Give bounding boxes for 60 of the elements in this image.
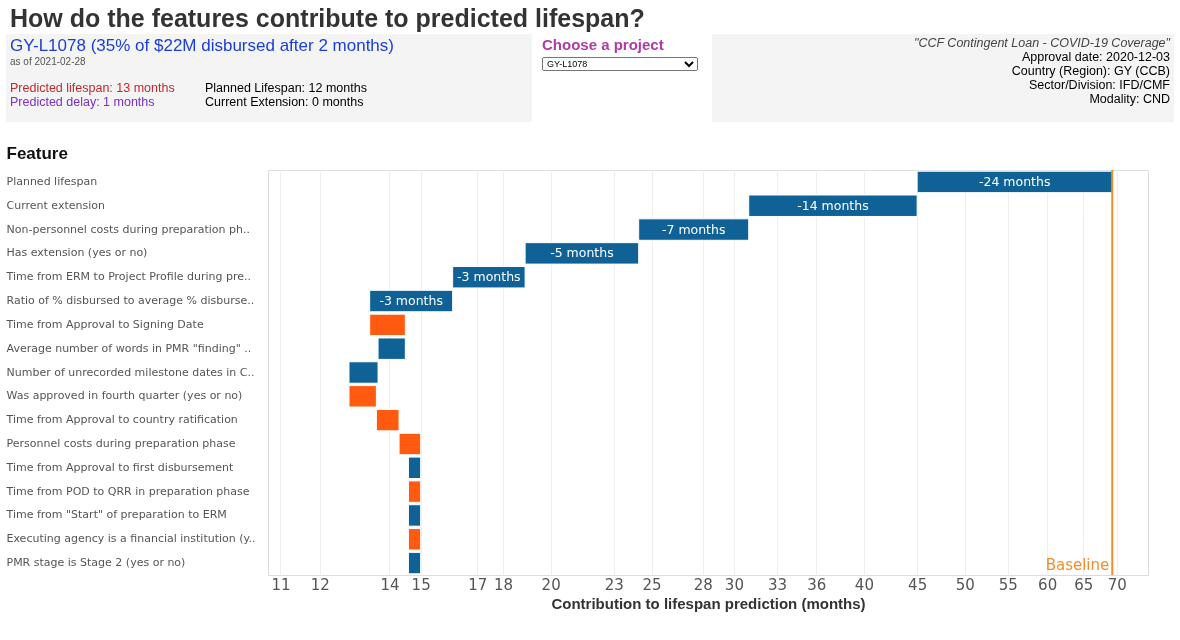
y-tick-label: Was approved in fourth quarter (yes or no) [6, 389, 243, 403]
y-tick-label: Has extension (yes or no) [6, 246, 148, 260]
text: "CCF Contingent Loan - COVID-19 Coverage" [913, 36, 1170, 50]
ref-line-label: Baseline [1045, 556, 1110, 574]
x-tick-label: 28 [693, 575, 713, 594]
y-tick-label: Planned lifespan [6, 174, 98, 188]
y-tick-label: Number of unrecorded milestone dates in C.. [6, 365, 255, 379]
text: Country (Region): GY (CCB) [1010, 64, 1170, 78]
data-label: -14 months [797, 197, 869, 213]
y-tick-label: Time from Approval to country ratification [5, 413, 238, 427]
data-label: -24 months [978, 173, 1051, 189]
x-tick-label: 23 [604, 575, 624, 594]
y-tick-label: PMR stage is Stage 2 (yes or no) [6, 556, 186, 570]
x-tick-label: 20 [541, 575, 561, 594]
x-tick-label: 18 [494, 575, 514, 594]
y-tick-label: Time from ERM to Project Profile during pre.. [5, 270, 251, 284]
x-tick-label: 60 [1038, 575, 1058, 594]
x-tick-label: 70 [1107, 575, 1127, 594]
y-tick-label: Ratio of % disbursed to average % disburse.. [6, 294, 255, 308]
text: Modality: CND [1088, 92, 1170, 106]
y-tick-label: Executing agency is a financial institution (y.. [6, 532, 256, 546]
data-label: -3 months [379, 293, 443, 309]
y-tick-label: Current extension [6, 198, 105, 212]
x-tick-label: 17 [468, 575, 488, 594]
y-tick-label: Average number of words in PMR "finding" .. [6, 341, 252, 355]
x-tick-label: 45 [908, 575, 928, 594]
x-tick-label: 65 [1074, 575, 1094, 594]
data-label: -7 months [661, 221, 726, 237]
y-tick-label: Time from POD to QRR in preparation phase [5, 484, 250, 498]
y-tick-label: Time from Approval to first disbursement [5, 460, 235, 474]
text: Current Extension: 0 months [205, 95, 365, 109]
x-tick-label: 36 [807, 575, 827, 594]
text: Sector/Division: IFD/CMF [1028, 78, 1170, 92]
text: GY-L1078 (35% of $22M disbursed after 2 months) [10, 36, 395, 56]
x-tick-label: 40 [854, 575, 874, 594]
y-tick-label: Time from "Start" of preparation to ERM [5, 508, 227, 522]
x-tick-label: 30 [724, 575, 744, 594]
chart-title: How do the features contribute to predicted lifespan? [9, 3, 646, 34]
x-tick-label: 55 [998, 575, 1018, 594]
data-label: -3 months [457, 269, 521, 285]
text: Predicted delay: 1 months [10, 95, 156, 109]
y-tick-label: Time from Approval to Signing Date [5, 317, 204, 331]
x-axis-title: Contribution to lifespan prediction (months) [551, 594, 866, 612]
text: Choose a project [542, 36, 665, 53]
text: Predicted lifespan: 13 months [10, 81, 176, 95]
x-tick-label: 33 [767, 575, 788, 594]
x-tick-label: 11 [271, 575, 291, 594]
y-tick-label: Personnel costs during preparation phase [6, 436, 236, 450]
x-tick-label: 14 [380, 575, 400, 594]
text: as of 2021-02-28 [10, 56, 87, 67]
data-label: -5 months [550, 245, 614, 261]
y-axis-title: Feature [6, 143, 68, 163]
project-dropdown[interactable]: GY-L1078 [542, 57, 698, 71]
x-tick-label: 15 [411, 575, 431, 594]
text: Approval date: 2020-12-03 [1020, 50, 1170, 64]
x-tick-label: 50 [955, 575, 975, 594]
x-tick-label: 12 [310, 575, 330, 594]
y-tick-label: Non-personnel costs during preparation ph.. [6, 222, 250, 236]
text: Planned Lifespan: 12 months [205, 81, 368, 95]
x-tick-label: 25 [642, 575, 662, 594]
